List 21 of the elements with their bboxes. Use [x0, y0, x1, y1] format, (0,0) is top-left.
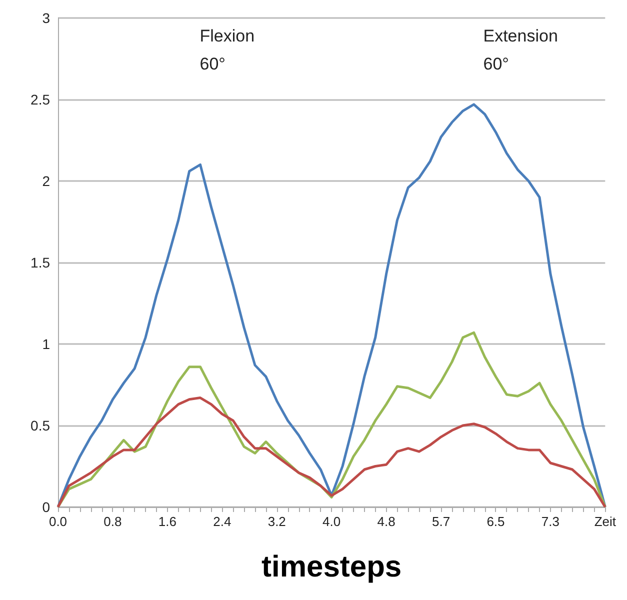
x-tick-label: 3.2 — [268, 514, 286, 529]
y-tick-label: 2.5 — [30, 92, 50, 108]
x-axis-title: timesteps — [262, 550, 402, 584]
x-tick-label: 7.3 — [541, 514, 560, 529]
x-tick-label: 4.8 — [377, 514, 396, 529]
y-tick-label: 0.5 — [30, 418, 50, 434]
annotation: Flexion 60° — [200, 26, 255, 74]
x-tick-label: 2.4 — [213, 514, 232, 529]
x-tick-label: Zeit — [594, 514, 616, 529]
x-tick-label: 0.8 — [104, 514, 122, 529]
x-tick-label: 6.5 — [486, 514, 505, 529]
y-tick-label: 2 — [42, 173, 50, 189]
annotation: Extension 60° — [483, 26, 558, 74]
y-tick-label: 3 — [42, 10, 50, 26]
x-tick-label: 5.7 — [432, 514, 450, 529]
x-tick-label: 4.0 — [322, 514, 341, 529]
x-tick-label: 1.6 — [158, 514, 176, 529]
y-tick-label: 1.5 — [30, 254, 50, 270]
y-tick-label: 0 — [42, 499, 50, 515]
y-tick-label: 1 — [42, 336, 50, 352]
x-tick-label: 0.0 — [48, 514, 68, 529]
